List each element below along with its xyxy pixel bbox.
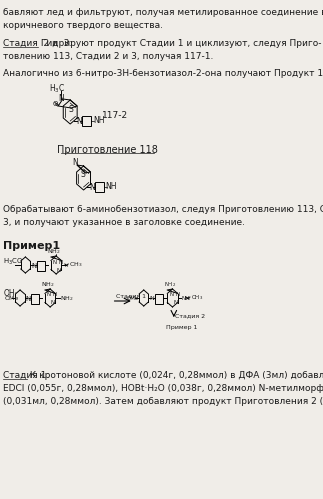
- Bar: [155, 294, 163, 304]
- Bar: [82, 116, 91, 126]
- Text: CH$_3$: CH$_3$: [69, 260, 82, 269]
- Text: (0,031мл, 0,28ммол). Затем добавляют продукт Приготовления 2 (0,100г,: (0,031мл, 0,28ммол). Затем добавляют про…: [3, 397, 323, 406]
- Bar: [31, 294, 39, 304]
- Text: N: N: [173, 300, 177, 305]
- Text: NH$_2$: NH$_2$: [41, 280, 55, 289]
- Text: NH: NH: [93, 115, 104, 124]
- Text: Гидрируют продукт Стадии 1 и циклизуют, следуя Приго-: Гидрируют продукт Стадии 1 и циклизуют, …: [38, 39, 322, 48]
- Text: 117-2: 117-2: [102, 110, 128, 119]
- Text: Аналогично из 6-нитро-3Н-бензотиазол-2-она получают Продукт 117-2.: Аналогично из 6-нитро-3Н-бензотиазол-2-о…: [3, 69, 323, 78]
- Text: бавляют лед и фильтруют, получая метилированное соединение в виде: бавляют лед и фильтруют, получая метилир…: [3, 8, 323, 17]
- Bar: [37, 261, 46, 271]
- Text: N: N: [175, 292, 179, 297]
- Text: N: N: [57, 267, 61, 272]
- Text: N: N: [51, 300, 55, 305]
- Text: Стадия 1:: Стадия 1:: [3, 371, 50, 380]
- Text: EDCI (0,055г, 0,28ммол), HOBt·H₂O (0,038г, 0,28ммол) N-метилморфолин: EDCI (0,055г, 0,28ммол), HOBt·H₂O (0,038…: [3, 384, 323, 393]
- Text: N: N: [53, 292, 57, 297]
- Text: H$_3$CO: H$_3$CO: [3, 257, 24, 267]
- Text: O: O: [53, 101, 58, 107]
- Text: Обрабатывают 6-аминобензотиазол, следуя Приготовлению 113, Стадия: Обрабатывают 6-аминобензотиазол, следуя …: [3, 205, 323, 214]
- Bar: [95, 182, 104, 192]
- Text: N: N: [31, 263, 37, 269]
- Text: CH$_3$: CH$_3$: [191, 293, 203, 302]
- Text: S: S: [81, 170, 86, 179]
- Text: NH: NH: [182, 296, 190, 301]
- Text: N: N: [72, 158, 78, 167]
- Text: N: N: [59, 259, 63, 264]
- Text: Стадия 2: Стадия 2: [175, 313, 205, 318]
- Text: N: N: [169, 292, 173, 297]
- Text: 3, и получают указанное в заголовке соединение.: 3, и получают указанное в заголовке соед…: [3, 218, 245, 227]
- Text: Стадия 1: Стадия 1: [116, 293, 146, 298]
- Text: OMe: OMe: [127, 295, 139, 300]
- Text: Приготовление 118: Приготовление 118: [57, 145, 158, 155]
- Text: N: N: [76, 116, 82, 126]
- Text: NH$_2$: NH$_2$: [47, 248, 61, 256]
- Text: NH: NH: [105, 182, 117, 191]
- Text: N: N: [89, 183, 95, 192]
- Text: товлению 113, Стадии 2 и 3, получая 117-1.: товлению 113, Стадии 2 и 3, получая 117-…: [3, 52, 214, 61]
- Text: N: N: [150, 296, 154, 301]
- Text: Пример1: Пример1: [3, 241, 60, 251]
- Text: Пример 1: Пример 1: [166, 325, 197, 330]
- Text: OMe: OMe: [5, 295, 19, 300]
- Text: Стадия  2 и  3:: Стадия 2 и 3:: [3, 39, 73, 48]
- Text: OH·: OH·: [3, 288, 17, 297]
- Text: S: S: [68, 104, 73, 113]
- Text: H$_3$C: H$_3$C: [49, 83, 66, 95]
- Text: NH$_2$: NH$_2$: [164, 280, 177, 289]
- Text: N: N: [47, 292, 51, 297]
- Text: N: N: [53, 259, 57, 264]
- Text: К кротоновой кислоте (0,024г, 0,28ммол) в ДФА (3мл) добавляют: К кротоновой кислоте (0,024г, 0,28ммол) …: [27, 371, 323, 380]
- Text: N: N: [58, 93, 64, 102]
- Text: коричневого твердого вещества.: коричневого твердого вещества.: [3, 21, 163, 30]
- Text: NH$_2$: NH$_2$: [60, 294, 74, 303]
- Text: N: N: [26, 296, 31, 302]
